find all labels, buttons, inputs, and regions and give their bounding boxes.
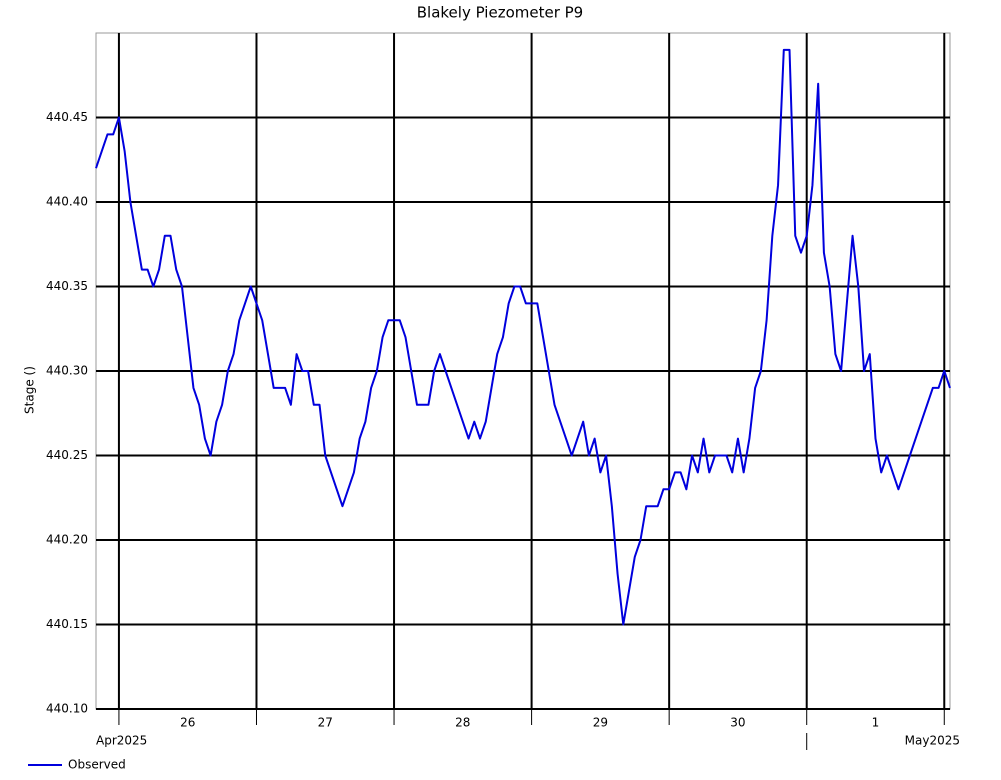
y-axis-label: Stage () — [23, 366, 37, 414]
y-tick-label: 440.15 — [46, 617, 88, 631]
month-label: Apr2025 — [96, 734, 147, 748]
x-tick-label: 1 — [872, 716, 880, 730]
x-tick-label: 28 — [455, 716, 470, 730]
data-line — [95, 48, 951, 626]
y-tick-label: 440.20 — [46, 533, 88, 547]
y-tick-label: 440.45 — [46, 110, 88, 124]
x-tick-label: 26 — [180, 716, 195, 730]
y-tick-label: 440.10 — [46, 702, 88, 716]
chart-title: Blakely Piezometer P9 — [417, 4, 583, 22]
x-tick-label: 27 — [318, 716, 333, 730]
x-tick-label: 29 — [593, 716, 608, 730]
y-tick-label: 440.40 — [46, 195, 88, 209]
month-label: May2025 — [905, 734, 960, 748]
legend-label: Observed — [68, 758, 126, 772]
x-tick-label: 30 — [730, 716, 745, 730]
y-tick-label: 440.35 — [46, 279, 88, 293]
y-tick-label: 440.25 — [46, 448, 88, 462]
y-tick-label: 440.30 — [46, 364, 88, 378]
